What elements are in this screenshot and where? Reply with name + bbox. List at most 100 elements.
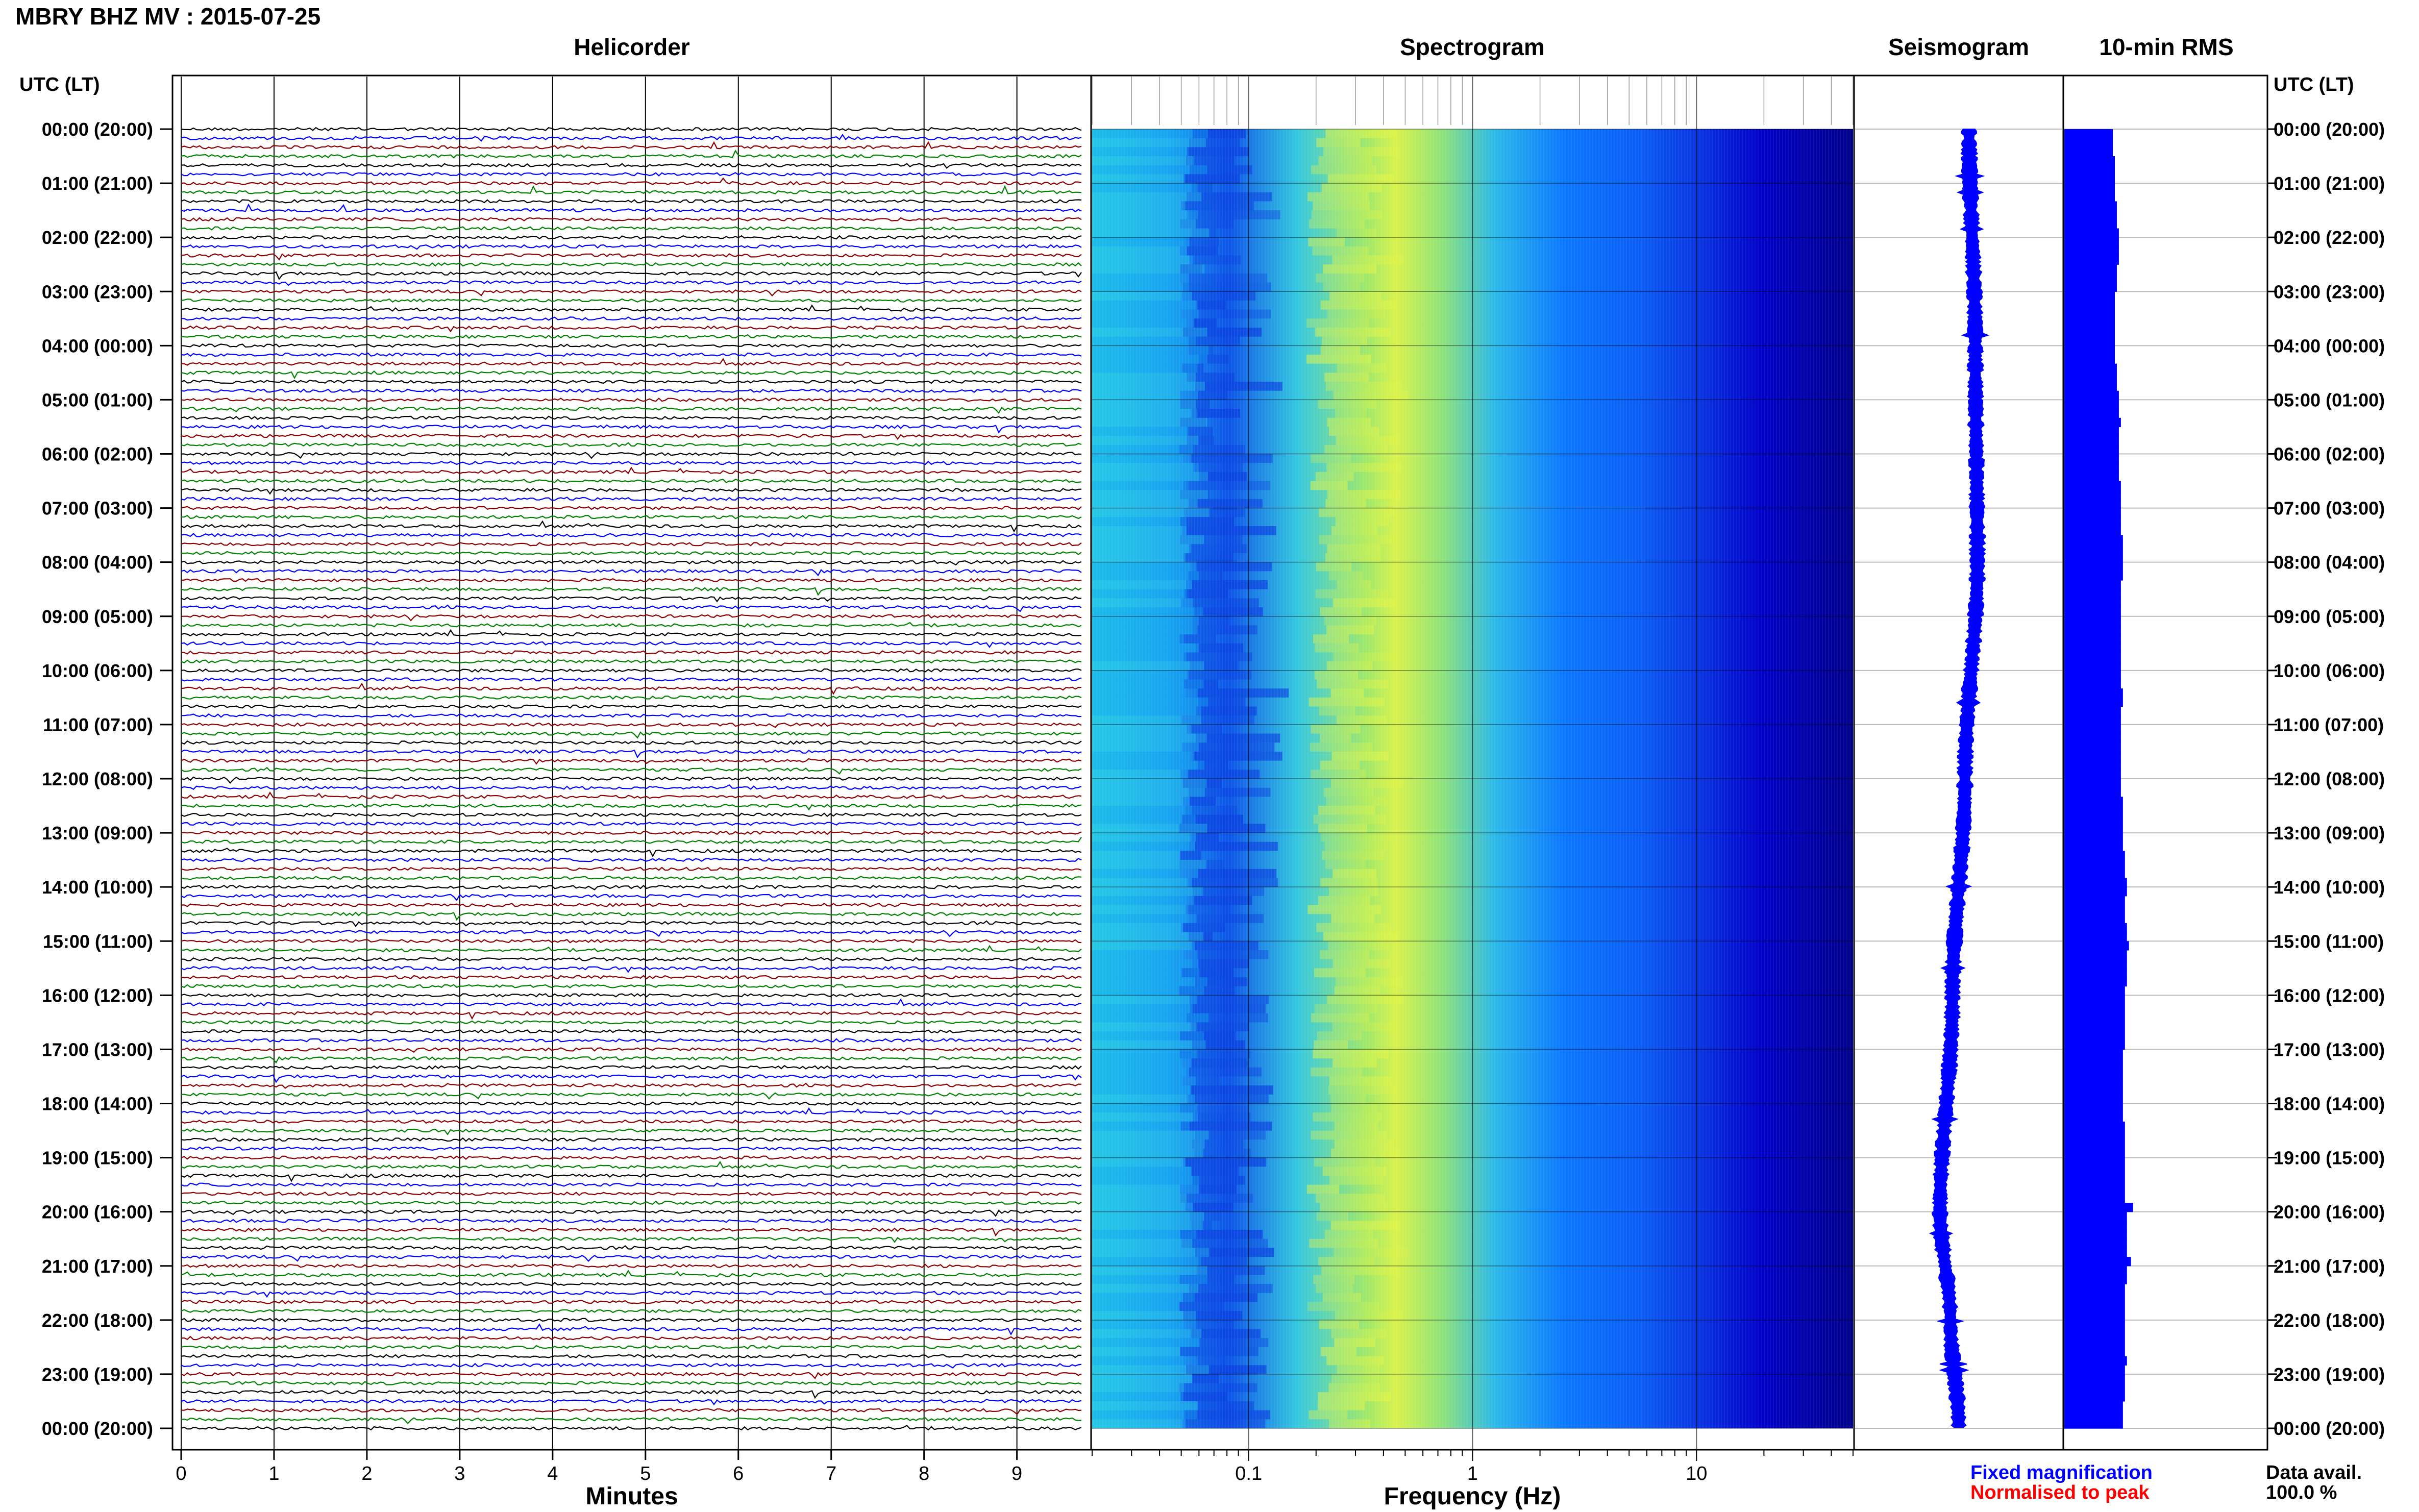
helicorder-trace-line <box>181 1020 1082 1025</box>
rms-bar <box>2064 255 2119 265</box>
helicorder-trace-line <box>181 731 1082 739</box>
rms-bar <box>2064 887 2127 897</box>
rms-bar <box>2064 661 2121 671</box>
helicorder-trace-line <box>181 894 1082 901</box>
helicorder-trace-line <box>181 1291 1082 1298</box>
helicorder-trace-line <box>181 604 1082 612</box>
helicorder-trace-line <box>181 1318 1082 1323</box>
helicorder-x-tick-label: 6 <box>733 1463 744 1484</box>
helicorder-x-tick-label: 9 <box>1011 1463 1022 1484</box>
helicorder-trace-line <box>181 379 1082 384</box>
helicorder-trace-line <box>181 682 1081 695</box>
helicorder-trace-line <box>181 1309 1082 1313</box>
time-label-right: 13:00 (09:00) <box>2274 823 2385 844</box>
rms-bar <box>2064 1058 2123 1068</box>
rms-bar <box>2064 1194 2125 1203</box>
helicorder-trace-line <box>181 1155 1082 1160</box>
helicorder-trace-line <box>181 713 1082 718</box>
rms-bar <box>2064 1221 2127 1230</box>
rms-bar <box>2064 589 2121 599</box>
rms-bar <box>2064 841 2123 852</box>
rms-bar <box>2064 508 2121 517</box>
rms-bar <box>2064 1013 2125 1023</box>
helicorder-trace-line <box>181 836 1082 845</box>
time-label-left: 11:00 (07:00) <box>43 714 153 735</box>
rms-bar <box>2064 147 2113 157</box>
helicorder-trace-line <box>181 1399 1082 1406</box>
helicorder-trace-line <box>181 433 1082 440</box>
time-label-right: 03:00 (23:00) <box>2274 281 2385 302</box>
rms-bar <box>2064 905 2125 914</box>
helicorder-trace-line <box>181 163 1082 169</box>
rms-bar <box>2064 1284 2125 1294</box>
helicorder-trace-line <box>181 304 1082 312</box>
spectrogram-x-tick-label: 10 <box>1686 1463 1707 1484</box>
rms-bar <box>2064 950 2127 960</box>
spectrogram-x-tick-label: 1 <box>1467 1463 1478 1484</box>
time-label-right: 09:00 (05:00) <box>2274 606 2385 627</box>
rms-bar <box>2064 1338 2125 1348</box>
rms-bar <box>2064 409 2119 418</box>
rms-bar <box>2064 165 2115 175</box>
time-label-right: 22:00 (18:00) <box>2274 1310 2385 1331</box>
rms-bar <box>2064 1275 2127 1284</box>
rms-bar <box>2064 824 2123 833</box>
right-time-labels: 00:00 (20:00) 01:00 (21:00) 02:00 (22:00) 0… <box>2267 119 2385 1439</box>
rms-bar <box>2064 652 2121 662</box>
time-label-left: 10:00 (06:00) <box>42 660 153 681</box>
helicorder-trace-line <box>181 722 1082 728</box>
rms-bar <box>2064 1094 2123 1104</box>
helicorder-trace-line <box>181 569 1082 577</box>
rms-bar <box>2064 770 2121 779</box>
time-label-left: 12:00 (08:00) <box>42 769 153 789</box>
seismogram-title: Seismogram <box>1888 34 2029 60</box>
helicorder-trace-line <box>181 596 1082 603</box>
helicorder-trace-line <box>181 298 1082 303</box>
helicorder-trace-line <box>181 1209 1082 1217</box>
rms-bar <box>2064 833 2123 842</box>
rms-bar <box>2064 724 2121 734</box>
helicorder-trace-line <box>181 1236 1082 1243</box>
helicorder-trace-line <box>181 1192 1082 1196</box>
time-label-left: 03:00 (23:00) <box>42 281 153 302</box>
rms-bar <box>2064 264 2117 274</box>
rms-bar <box>2064 427 2119 436</box>
legend-fixed-magnification: Fixed magnification <box>1970 1462 2153 1483</box>
rms-bar <box>2064 1347 2125 1357</box>
rms-bar <box>2064 914 2125 924</box>
helicorder-x-ticks: 0 1 2 3 4 5 6 7 8 9 <box>176 1450 1022 1484</box>
helicorder-trace-line <box>181 803 1082 811</box>
helicorder-trace-line <box>181 487 1082 495</box>
helicorder-trace-line <box>181 1146 1082 1151</box>
helicorder-trace-line <box>181 902 1082 907</box>
rms-bar <box>2064 363 2117 373</box>
rms-bar <box>2064 742 2121 752</box>
helicorder-trace-line <box>181 1345 1082 1350</box>
spectrogram-xlabel: Frequency (Hz) <box>1384 1483 1561 1510</box>
helicorder-trace-line <box>181 280 1082 286</box>
rms-bar <box>2064 228 2119 238</box>
rms-bar <box>2064 1031 2125 1041</box>
data-availability-label: Data avail. <box>2266 1462 2362 1483</box>
helicorder-trace-line <box>181 398 1082 402</box>
helicorder-trace-line <box>181 1263 1082 1269</box>
helicorder-trace-line <box>181 1173 1082 1182</box>
helicorder-trace-line <box>181 460 1082 465</box>
helicorder-trace-line <box>181 776 1082 784</box>
helicorder-title: Helicorder <box>574 34 690 60</box>
helicorder-x-tick-label: 7 <box>826 1463 836 1484</box>
rms-bar <box>2064 1293 2125 1303</box>
rms-bar <box>2064 1067 2123 1077</box>
helicorder-x-tick-label: 0 <box>176 1463 186 1484</box>
helicorder-trace-line <box>181 1107 1082 1115</box>
rms-bar <box>2064 129 2113 139</box>
helicorder-panel: 0 1 2 3 4 5 6 7 8 9 <box>171 75 1092 1484</box>
helicorder-trace-line <box>181 876 1082 880</box>
rms-bar <box>2064 941 2129 951</box>
rms-bar <box>2064 454 2119 463</box>
helicorder-x-tick-label: 1 <box>268 1463 279 1484</box>
helicorder-trace-line <box>181 388 1082 393</box>
rms-bar <box>2064 417 2121 428</box>
helicorder-trace-line <box>181 1056 1082 1064</box>
helicorder-trace-line <box>181 1381 1082 1385</box>
